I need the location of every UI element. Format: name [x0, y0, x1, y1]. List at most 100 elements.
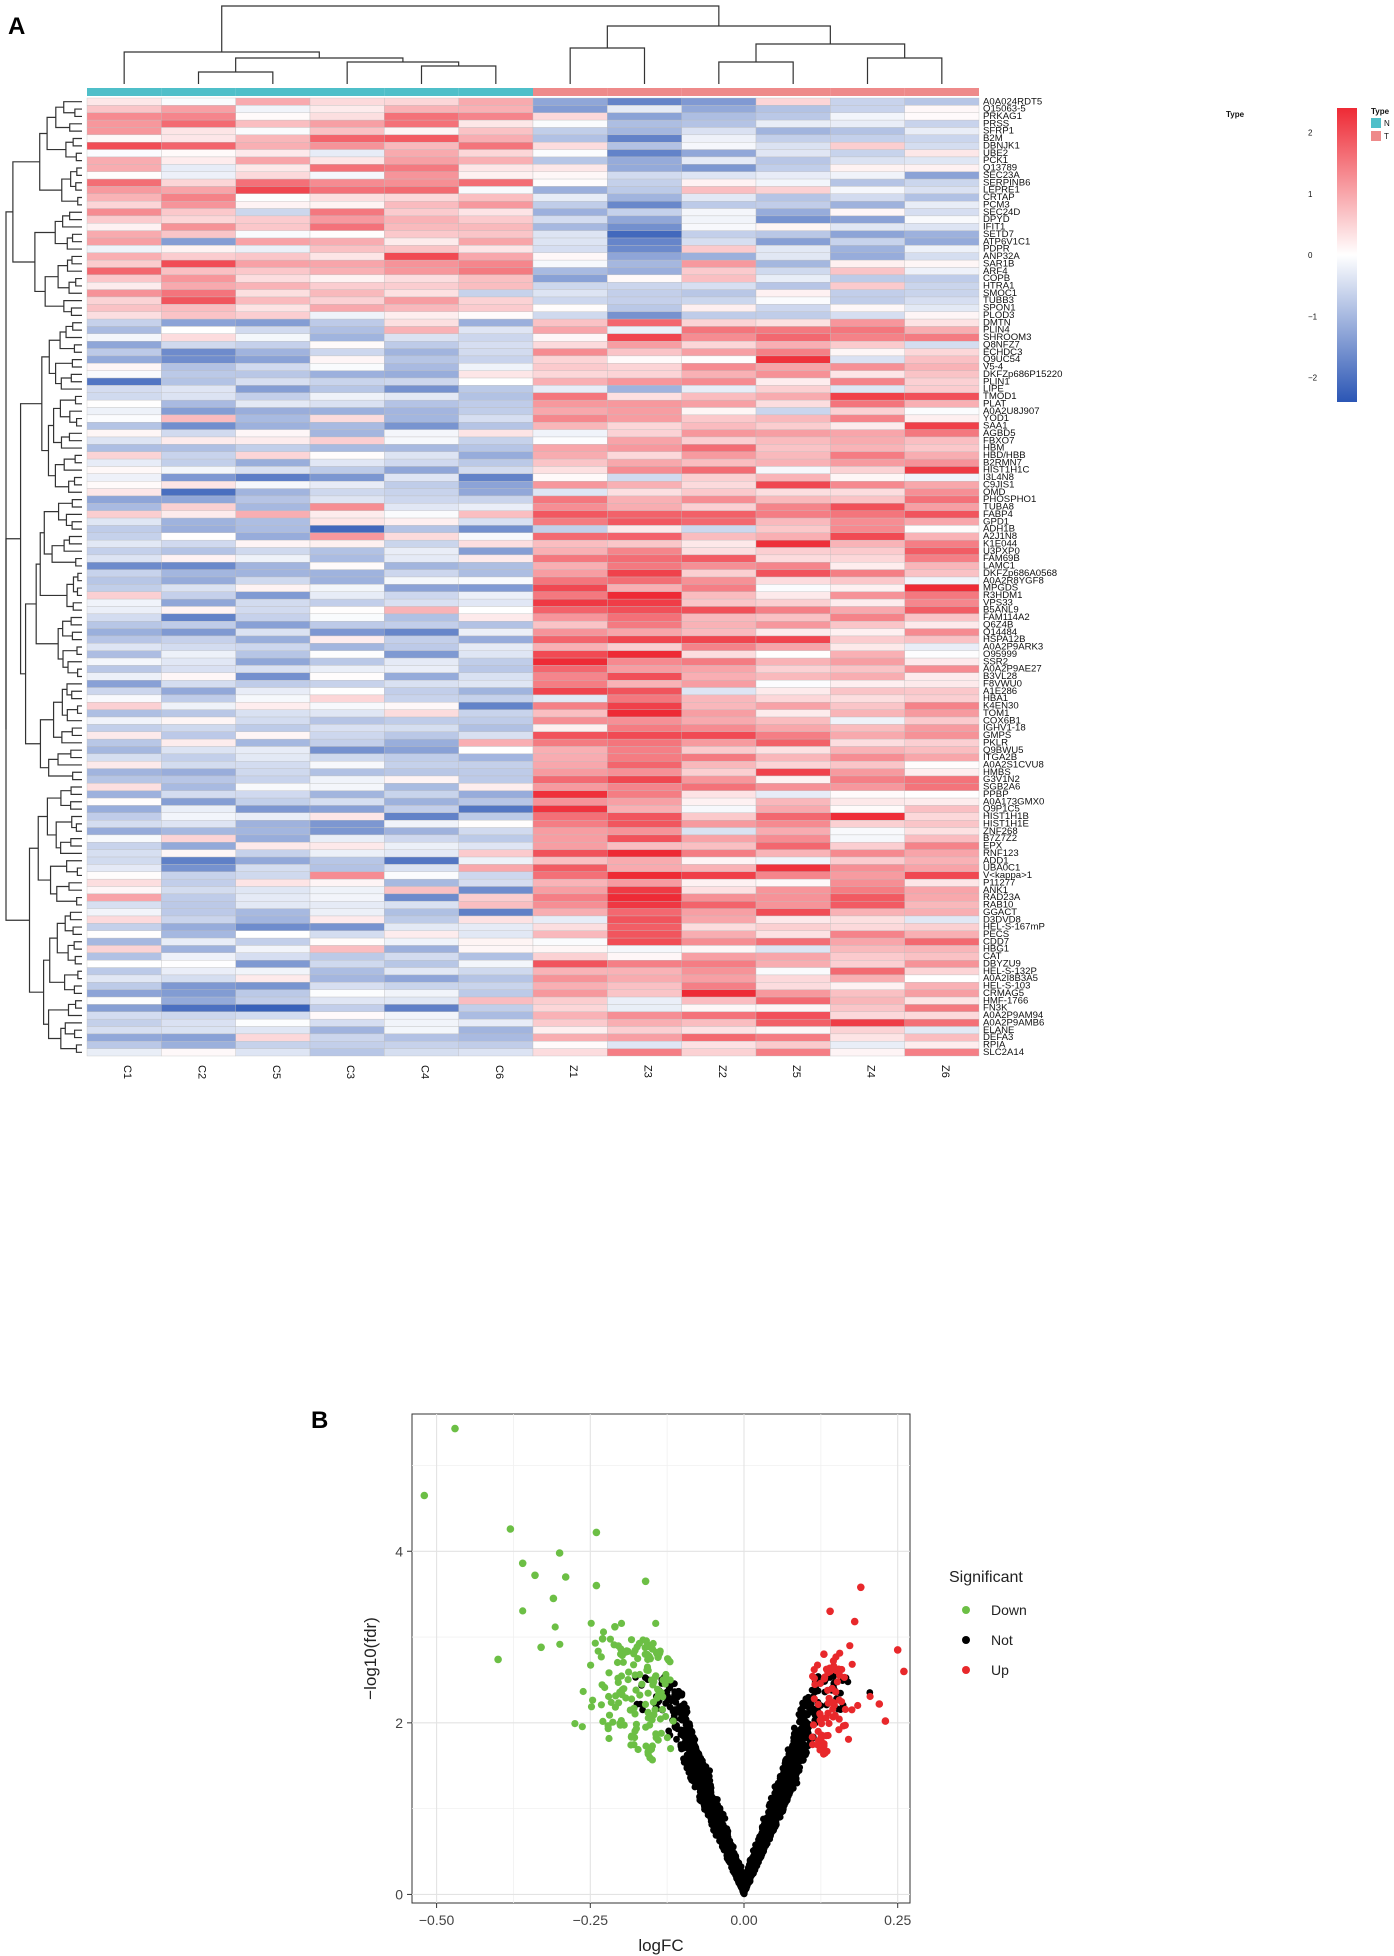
heatmap-cell	[458, 613, 534, 622]
heatmap-cell	[607, 97, 682, 106]
heatmap-cell	[904, 171, 980, 180]
row-label: F8VWU0	[983, 678, 1022, 689]
heatmap-cell	[384, 1018, 459, 1027]
heatmap-cell	[86, 731, 162, 740]
heatmap-cell	[86, 296, 162, 305]
heatmap-cell	[755, 134, 831, 143]
heatmap-cell	[309, 539, 385, 548]
heatmap-cell	[532, 989, 608, 998]
heatmap-cell	[161, 628, 236, 637]
point-not	[690, 1771, 697, 1778]
heatmap-cell	[161, 473, 236, 482]
heatmap-cell	[235, 738, 311, 747]
heatmap-cell	[681, 481, 757, 489]
heatmap-cell	[161, 598, 236, 607]
heatmap-cell	[755, 186, 831, 194]
row-label: CAT	[983, 951, 1002, 962]
heatmap-cell	[681, 370, 757, 379]
heatmap-cell	[309, 871, 385, 880]
heatmap-cell	[607, 761, 682, 769]
heatmap-cell	[755, 738, 831, 747]
heatmap-cell	[161, 694, 236, 703]
heatmap-cell	[161, 112, 236, 121]
color-scale-tick: 1	[1308, 190, 1313, 199]
heatmap-cell	[830, 466, 905, 475]
heatmap-cell	[532, 127, 608, 136]
heatmap-cell	[309, 348, 385, 357]
heatmap-cell	[86, 952, 162, 961]
heatmap-cell	[681, 554, 757, 563]
heatmap-cell	[532, 820, 608, 828]
heatmap-cell	[532, 142, 608, 150]
heatmap-cell	[458, 156, 534, 165]
heatmap-cell	[755, 296, 831, 305]
point-not	[770, 1817, 778, 1825]
heatmap-cell	[458, 738, 534, 747]
heatmap-cell	[830, 797, 905, 806]
heatmap-cell	[830, 488, 905, 497]
dendrogram-branch	[47, 424, 56, 477]
heatmap-cell	[235, 208, 311, 217]
row-label: GGACT	[983, 907, 1017, 918]
heatmap-cell	[681, 657, 757, 666]
column-label: C5	[270, 1065, 282, 1079]
heatmap-cell	[904, 193, 980, 202]
heatmap-cell	[904, 598, 980, 607]
heatmap-cell	[235, 399, 311, 408]
dendrogram-branch	[37, 815, 51, 881]
heatmap-cell	[904, 466, 980, 475]
dendrogram-branch	[62, 650, 78, 668]
heatmap-cell	[309, 429, 385, 438]
heatmap-cell	[458, 311, 534, 320]
point-not	[700, 1801, 708, 1809]
heatmap-cell	[161, 333, 236, 342]
heatmap-cell	[309, 694, 385, 703]
heatmap-cell	[161, 834, 236, 843]
heatmap-cell	[607, 709, 682, 718]
heatmap-cell	[86, 274, 162, 283]
heatmap-cell	[532, 525, 608, 533]
heatmap-cell	[309, 657, 385, 666]
row-label: IGHV1-18	[983, 723, 1026, 734]
row-label: U3PXP0	[983, 546, 1020, 557]
heatmap-cell	[904, 363, 980, 371]
heatmap-cell	[681, 827, 757, 836]
heatmap-cell	[904, 245, 980, 253]
heatmap-cell	[161, 510, 236, 519]
heatmap-cell	[532, 517, 608, 526]
heatmap-cell	[384, 399, 459, 408]
heatmap-cell	[681, 974, 757, 983]
heatmap-cell	[830, 790, 905, 799]
heatmap-cell	[607, 724, 682, 732]
heatmap-cell	[607, 105, 682, 113]
heatmap-cell	[384, 1026, 459, 1035]
heatmap-cell	[458, 974, 534, 983]
row-label: B5ANL9	[983, 605, 1019, 616]
heatmap-cell	[86, 370, 162, 379]
heatmap-cell	[904, 149, 980, 158]
heatmap-cell	[755, 901, 831, 909]
heatmap-cell	[532, 687, 608, 696]
heatmap-cell	[904, 871, 980, 880]
heatmap-cell	[309, 127, 385, 136]
dendrogram-branch	[71, 631, 82, 641]
heatmap-cell	[607, 252, 682, 261]
row-label: HIST1H1C	[983, 465, 1029, 476]
heatmap-cell	[309, 458, 385, 467]
heatmap-cell	[532, 974, 608, 983]
row-label: B7Z7Z2	[983, 833, 1017, 844]
point-not	[765, 1820, 772, 1828]
point-down	[594, 1647, 602, 1655]
heatmap-cell	[755, 768, 831, 777]
dendrogram-branch	[63, 101, 82, 114]
row-label: PKLR	[983, 737, 1008, 748]
point-up	[809, 1672, 817, 1680]
heatmap-cell	[161, 105, 236, 113]
heatmap-cell	[532, 834, 608, 843]
heatmap-cell	[458, 414, 534, 423]
point-down	[627, 1732, 636, 1740]
row-label: A0A2R8YGF8	[983, 575, 1044, 586]
heatmap-cell	[458, 97, 534, 106]
heatmap-cell	[458, 569, 534, 578]
row-label: ATP6V1C1	[983, 236, 1030, 247]
